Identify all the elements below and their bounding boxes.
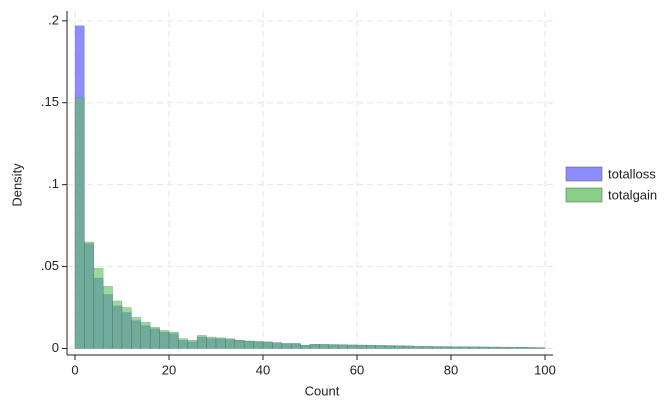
bar [196,335,207,349]
bar [366,344,377,349]
bar [272,342,283,349]
bar [413,346,424,349]
y-tick-label: .15 [41,94,59,109]
bar [243,340,254,349]
y-tick-label: .05 [41,258,59,273]
x-tick-label: 40 [256,362,270,377]
bar [535,347,546,349]
bar [384,345,395,349]
x-axis-label: Count [305,383,340,398]
legend-label: totalgain [608,187,657,202]
y-tick-label: .2 [48,12,59,27]
x-tick-label: 60 [350,362,364,377]
bar [253,340,264,349]
y-tick-label: .1 [48,176,59,191]
bar [121,307,132,349]
bar [262,341,273,349]
x-tick-label: 80 [444,362,458,377]
bar [516,347,527,349]
bar [394,345,405,349]
bar [149,326,160,349]
bar [234,340,245,349]
bar [112,300,123,349]
bar [93,267,104,349]
x-tick-label: 0 [71,362,78,377]
bar [469,346,480,349]
bar [422,346,433,349]
bar [290,343,301,349]
bar [84,241,95,349]
x-tick-label: 20 [162,362,176,377]
bar [178,338,189,349]
legend-label: totalloss [608,166,656,181]
bar [281,343,292,349]
bar [347,344,358,349]
bar [525,347,536,349]
x-tick-label: 100 [534,362,556,377]
bar [450,346,461,349]
bar [403,345,414,349]
y-tick-label: 0 [52,340,59,355]
bar [319,344,330,349]
bar [206,336,217,349]
bar [309,344,320,349]
legend-swatch [565,187,603,203]
bar [168,331,179,349]
bar [131,317,142,349]
bar [74,97,85,349]
bar [478,346,489,349]
y-axis-label: Density [9,163,24,207]
bar [328,344,339,349]
bar [441,346,452,349]
bar [460,346,471,349]
bar [337,344,348,349]
bar [187,340,198,349]
bar [140,321,151,349]
bar [215,337,226,349]
bar [159,330,170,349]
bar [431,346,442,349]
bar [225,338,236,349]
bar [102,285,113,349]
bar [497,346,508,349]
bar [488,346,499,349]
bar [300,344,311,349]
legend-swatch [565,166,603,182]
bar [375,345,386,349]
bar [356,344,367,349]
bar [507,346,518,349]
